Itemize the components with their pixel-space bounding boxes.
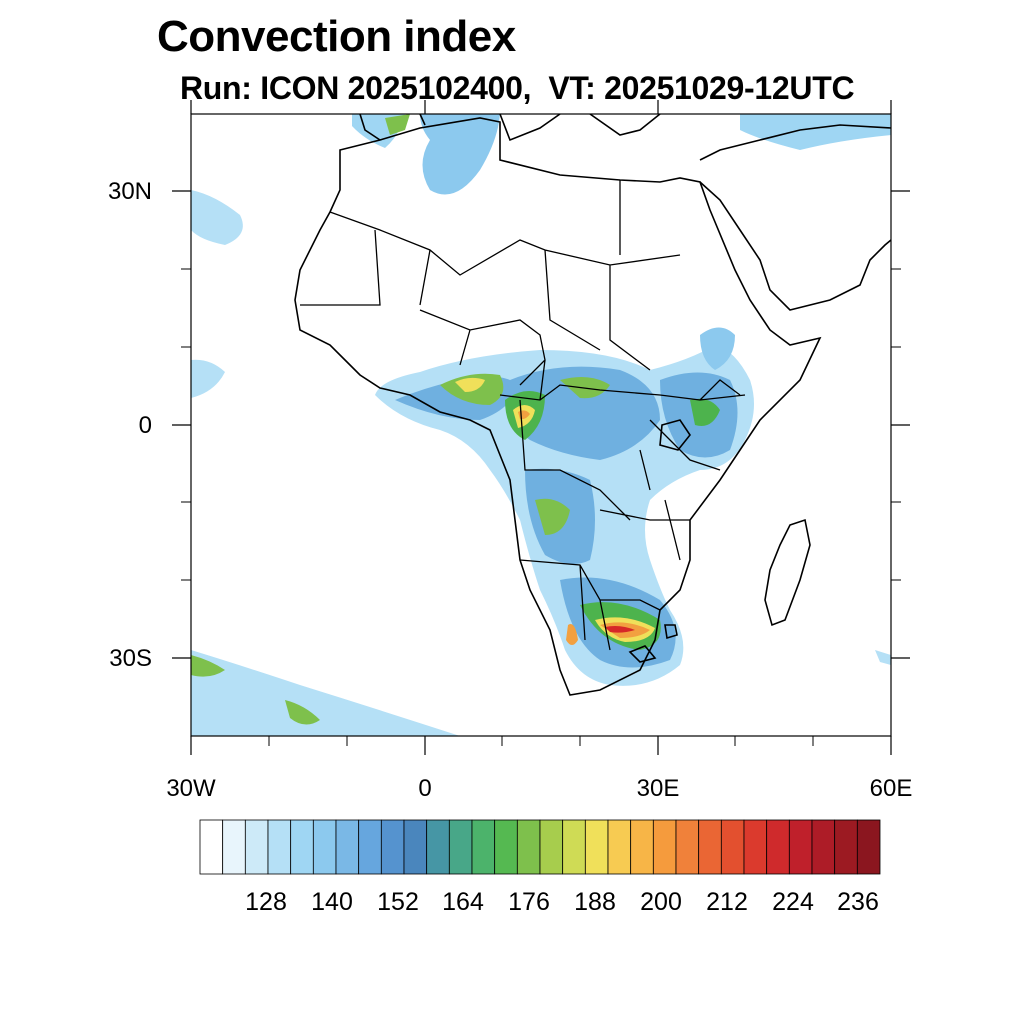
colorbar-label: 152 [377, 888, 419, 916]
colorbar [199, 819, 881, 875]
colorbar-swatch [788, 819, 813, 875]
madagascar [764, 518, 811, 627]
colorbar-swatch [811, 819, 836, 875]
colorbar-swatch [652, 819, 677, 875]
colorbar-swatch [698, 819, 722, 875]
shading-west-africa-yellow [455, 377, 485, 392]
minor-tick-marks [181, 268, 901, 746]
lat-label-0: 0 [138, 412, 152, 439]
colorbar-label: 224 [772, 888, 814, 916]
colorbar-label: 128 [245, 888, 287, 916]
lake-victoria [659, 419, 691, 451]
colorbar-swatch [358, 819, 382, 875]
colorbar-label: 176 [508, 888, 550, 916]
colorbar-label: 212 [706, 888, 748, 916]
eswatini [664, 624, 678, 640]
colorbar-swatch [380, 819, 405, 875]
shading-med-north [420, 114, 500, 195]
colorbar-swatch [562, 819, 586, 875]
lon-label-0: 0 [418, 775, 432, 802]
colorbar-swatch [267, 819, 292, 875]
colorbar-swatch [335, 819, 360, 875]
colorbar-swatch [448, 819, 473, 875]
colorbar-swatch [630, 819, 654, 875]
convection-shading [191, 114, 891, 736]
colorbar-swatch [471, 819, 496, 875]
colorbar-swatch [426, 819, 450, 875]
chart-title: Convection index [157, 12, 516, 61]
shading-namibia-cell [566, 624, 578, 645]
shading-east-med [740, 114, 891, 150]
shading-angola-green [535, 498, 570, 535]
shading-west-atlantic-north [191, 190, 243, 245]
colorbar-label: 164 [442, 888, 484, 916]
europe-coastline [359, 114, 661, 142]
colorbar-swatch [766, 819, 790, 875]
lesotho [628, 645, 657, 663]
coastlines-and-borders [294, 114, 891, 696]
shading-west-atlantic-mid [191, 359, 225, 398]
country-borders [300, 180, 746, 651]
colorbar-swatch [539, 819, 564, 875]
shading-med-green [385, 114, 410, 135]
lat-label-30s: 30S [109, 645, 152, 672]
arabia-coastline [699, 124, 891, 311]
colorbar-swatch [290, 819, 314, 875]
africa-coastline [294, 117, 822, 696]
colorbar-swatch [312, 819, 337, 875]
shading-east-africa-green [690, 398, 720, 426]
colorbar-swatch [607, 819, 632, 875]
shading-ethiopia-blue [700, 327, 735, 370]
shading-southwest-green-1 [191, 655, 225, 677]
shading-southwest-band [191, 650, 460, 736]
colorbar-swatch [584, 819, 609, 875]
lon-label-30e: 30E [636, 775, 680, 802]
colorbar-swatch [675, 819, 700, 875]
colorbar-label: 236 [837, 888, 879, 916]
lat-label-30n: 30N [107, 178, 152, 205]
tick-marks [172, 100, 910, 755]
lon-label-30w: 30W [166, 775, 216, 802]
lon-label-60e: 60E [869, 775, 913, 802]
colorbar-swatch [856, 819, 881, 875]
colorbar-swatch [403, 819, 428, 875]
shading-south-africa-red [605, 626, 635, 633]
chart-subtitle: Run: ICON 2025102400, VT: 20251029-12UTC [180, 70, 855, 106]
colorbar-swatch [244, 819, 269, 875]
colorbar-label: 200 [640, 888, 682, 916]
colorbar-swatch [834, 819, 858, 875]
colorbar-label: 140 [311, 888, 353, 916]
colorbar-swatch [199, 819, 224, 875]
colorbar-swatch [743, 819, 768, 875]
shading-southwest-green-2 [285, 700, 320, 725]
shading-congo-blue [507, 366, 660, 460]
colorbar-swatch [516, 819, 541, 875]
colorbar-swatch [720, 819, 745, 875]
shading-east-coast-cell [875, 650, 891, 665]
colorbar-label: 188 [574, 888, 616, 916]
colorbar-swatch [494, 819, 518, 875]
colorbar-swatch [222, 819, 246, 875]
